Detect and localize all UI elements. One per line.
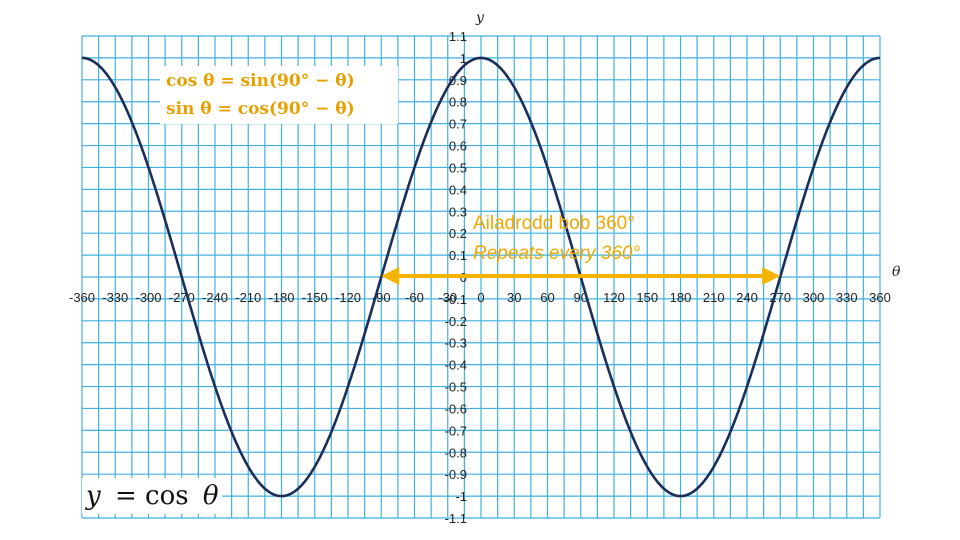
equation-box bbox=[82, 478, 222, 514]
y-tick-label: 0.1 bbox=[449, 248, 467, 263]
period-arrow-head-right bbox=[762, 267, 781, 285]
y-tick-label: -0.9 bbox=[445, 467, 467, 482]
y-tick-label: -0.6 bbox=[445, 401, 467, 416]
x-tick-label: 360 bbox=[869, 290, 891, 305]
period-arrow bbox=[381, 267, 781, 285]
y-tick-label: -0.8 bbox=[445, 445, 467, 460]
y-tick-label: 1.1 bbox=[449, 29, 467, 44]
period-arrow-head-left bbox=[381, 267, 400, 285]
x-tick-label: -360 bbox=[69, 290, 95, 305]
x-tick-label: -150 bbox=[302, 290, 328, 305]
x-tick-label: -180 bbox=[268, 290, 294, 305]
x-tick-label: 240 bbox=[736, 290, 758, 305]
x-tick-label: -270 bbox=[169, 290, 195, 305]
y-tick-label: 0.8 bbox=[449, 95, 467, 110]
x-tick-label: -60 bbox=[405, 290, 424, 305]
x-tick-label: -30 bbox=[438, 290, 457, 305]
identity-sin: sin θ = cos(90° − θ) bbox=[166, 99, 355, 119]
equation-rhs: = cos bbox=[115, 481, 189, 511]
x-tick-label: -330 bbox=[102, 290, 128, 305]
y-tick-label: -1 bbox=[455, 489, 467, 504]
y-tick-label: -0.7 bbox=[445, 423, 467, 438]
y-tick-label: 0.3 bbox=[449, 204, 467, 219]
cosine-curve bbox=[81, 56, 881, 498]
y-tick-label: -0.5 bbox=[445, 380, 467, 395]
equation-label: y = cos θ bbox=[85, 481, 219, 511]
x-axis-label: θ bbox=[892, 264, 901, 280]
x-tick-label: 210 bbox=[703, 290, 725, 305]
y-tick-label: 1 bbox=[460, 51, 467, 66]
y-tick-label: 0.2 bbox=[449, 226, 467, 241]
x-tick-label: 150 bbox=[636, 290, 658, 305]
y-tick-label: -1.1 bbox=[445, 511, 467, 526]
x-tick-label: -240 bbox=[202, 290, 228, 305]
x-tick-label: 30 bbox=[507, 290, 521, 305]
equation-lhs: y bbox=[85, 481, 101, 511]
y-tick-label: 0.6 bbox=[449, 139, 467, 154]
x-tick-label: -300 bbox=[135, 290, 161, 305]
x-tick-label: 0 bbox=[477, 290, 484, 305]
x-tick-label: 60 bbox=[540, 290, 554, 305]
x-tick-label: 180 bbox=[670, 290, 692, 305]
period-label-english: Repeats every 360° bbox=[473, 243, 640, 264]
x-tick-labels: -360 -330 -300 -270 -240 -210 -180 -150 -120 -90-… bbox=[69, 290, 891, 305]
identity-box bbox=[160, 66, 398, 124]
x-tick-label: 300 bbox=[803, 290, 825, 305]
y-tick-label: -0.2 bbox=[445, 314, 467, 329]
y-tick-label: 0.4 bbox=[449, 182, 467, 197]
y-tick-label: -0.3 bbox=[445, 336, 467, 351]
y-tick-label: -0.4 bbox=[445, 358, 467, 373]
x-tick-label: -120 bbox=[335, 290, 361, 305]
x-tick-label: -210 bbox=[235, 290, 261, 305]
equation-var: θ bbox=[203, 481, 219, 511]
period-label-welsh: Ailadrodd bob 360° bbox=[473, 213, 635, 234]
y-axis-label: y bbox=[475, 10, 485, 26]
identity-cos: cos θ = sin(90° − θ) bbox=[166, 71, 355, 91]
y-tick-label: -0.1 bbox=[445, 292, 467, 307]
x-tick-label: 120 bbox=[603, 290, 625, 305]
y-tick-label: 0.5 bbox=[449, 160, 467, 175]
x-tick-label: 330 bbox=[836, 290, 858, 305]
y-tick-label: 0.7 bbox=[449, 117, 467, 132]
